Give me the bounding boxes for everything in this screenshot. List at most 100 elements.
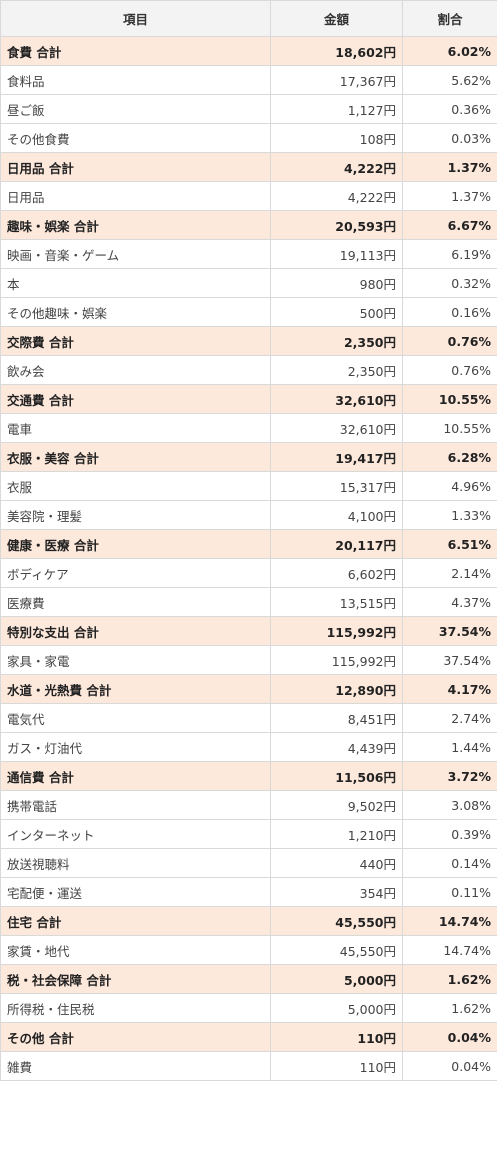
row-ratio: 5.62%	[402, 65, 497, 95]
row-ratio: 0.04%	[402, 1022, 497, 1052]
row-label: 美容院・理髪	[0, 500, 271, 530]
row-label: 昼ご飯	[0, 94, 271, 124]
category-total-row: その他 合計 110円 0.04%	[0, 1022, 497, 1052]
row-amount: 12,890円	[270, 674, 403, 704]
row-label: 雑費	[0, 1051, 271, 1081]
row-amount: 4,222円	[270, 152, 403, 182]
item-row: 日用品 4,222円 1.37%	[0, 181, 497, 211]
row-amount: 19,417円	[270, 442, 403, 472]
row-label: 交通費 合計	[0, 384, 271, 414]
row-label: 電車	[0, 413, 271, 443]
row-label: その他食費	[0, 123, 271, 153]
category-total-row: 特別な支出 合計 115,992円 37.54%	[0, 616, 497, 646]
row-label: 趣味・娯楽 合計	[0, 210, 271, 240]
item-row: インターネット 1,210円 0.39%	[0, 819, 497, 849]
row-ratio: 1.62%	[402, 964, 497, 994]
category-total-row: 交通費 合計 32,610円 10.55%	[0, 384, 497, 414]
row-amount: 20,117円	[270, 529, 403, 559]
row-label: 放送視聴料	[0, 848, 271, 878]
item-row: 映画・音楽・ゲーム 19,113円 6.19%	[0, 239, 497, 269]
item-row: 放送視聴料 440円 0.14%	[0, 848, 497, 878]
row-amount: 115,992円	[270, 616, 403, 646]
column-header-ratio: 割合	[402, 0, 497, 37]
row-ratio: 3.72%	[402, 761, 497, 791]
row-amount: 32,610円	[270, 413, 403, 443]
row-label: 映画・音楽・ゲーム	[0, 239, 271, 269]
row-ratio: 0.76%	[402, 355, 497, 385]
item-row: 電車 32,610円 10.55%	[0, 413, 497, 443]
column-header-amount: 金額	[270, 0, 403, 37]
row-ratio: 0.36%	[402, 94, 497, 124]
row-label: 携帯電話	[0, 790, 271, 820]
item-row: ボディケア 6,602円 2.14%	[0, 558, 497, 588]
row-label: その他 合計	[0, 1022, 271, 1052]
row-ratio: 3.08%	[402, 790, 497, 820]
row-ratio: 4.17%	[402, 674, 497, 704]
row-amount: 5,000円	[270, 964, 403, 994]
column-header-item: 項目	[0, 0, 271, 37]
item-row: 美容院・理髪 4,100円 1.33%	[0, 500, 497, 530]
item-row: 家賃・地代 45,550円 14.74%	[0, 935, 497, 965]
row-label: 食料品	[0, 65, 271, 95]
item-row: 宅配便・運送 354円 0.11%	[0, 877, 497, 907]
row-ratio: 0.03%	[402, 123, 497, 153]
row-ratio: 1.62%	[402, 993, 497, 1023]
row-amount: 20,593円	[270, 210, 403, 240]
row-amount: 1,210円	[270, 819, 403, 849]
row-amount: 110円	[270, 1022, 403, 1052]
row-ratio: 2.14%	[402, 558, 497, 588]
row-ratio: 37.54%	[402, 645, 497, 675]
category-total-row: 健康・医療 合計 20,117円 6.51%	[0, 529, 497, 559]
row-amount: 115,992円	[270, 645, 403, 675]
item-row: 医療費 13,515円 4.37%	[0, 587, 497, 617]
row-amount: 45,550円	[270, 935, 403, 965]
row-label: 健康・医療 合計	[0, 529, 271, 559]
table-header: 項目 金額 割合	[0, 0, 497, 37]
row-ratio: 2.74%	[402, 703, 497, 733]
row-amount: 354円	[270, 877, 403, 907]
row-amount: 4,222円	[270, 181, 403, 211]
category-total-row: 水道・光熱費 合計 12,890円 4.17%	[0, 674, 497, 704]
item-row: 電気代 8,451円 2.74%	[0, 703, 497, 733]
item-row: 雑費 110円 0.04%	[0, 1051, 497, 1081]
item-row: その他食費 108円 0.03%	[0, 123, 497, 153]
row-ratio: 10.55%	[402, 384, 497, 414]
category-total-row: 通信費 合計 11,506円 3.72%	[0, 761, 497, 791]
row-ratio: 4.96%	[402, 471, 497, 501]
row-ratio: 4.37%	[402, 587, 497, 617]
item-row: 飲み会 2,350円 0.76%	[0, 355, 497, 385]
row-label: 所得税・住民税	[0, 993, 271, 1023]
row-ratio: 0.11%	[402, 877, 497, 907]
item-row: 家具・家電 115,992円 37.54%	[0, 645, 497, 675]
header-row: 項目 金額 割合	[0, 0, 497, 37]
row-amount: 18,602円	[270, 36, 403, 66]
item-row: ガス・灯油代 4,439円 1.44%	[0, 732, 497, 762]
row-amount: 108円	[270, 123, 403, 153]
row-amount: 2,350円	[270, 326, 403, 356]
row-amount: 17,367円	[270, 65, 403, 95]
row-ratio: 0.32%	[402, 268, 497, 298]
item-row: 食料品 17,367円 5.62%	[0, 65, 497, 95]
row-label: 特別な支出 合計	[0, 616, 271, 646]
row-label: 日用品	[0, 181, 271, 211]
row-label: ボディケア	[0, 558, 271, 588]
row-ratio: 0.76%	[402, 326, 497, 356]
row-label: 電気代	[0, 703, 271, 733]
row-ratio: 10.55%	[402, 413, 497, 443]
row-label: 住宅 合計	[0, 906, 271, 936]
category-total-row: 住宅 合計 45,550円 14.74%	[0, 906, 497, 936]
expense-breakdown-table: 項目 金額 割合 食費 合計 18,602円 6.02% 食料品 17,367円 5.62…	[0, 0, 497, 1081]
row-amount: 2,350円	[270, 355, 403, 385]
row-ratio: 14.74%	[402, 906, 497, 936]
category-total-row: 食費 合計 18,602円 6.02%	[0, 36, 497, 66]
table-body: 食費 合計 18,602円 6.02% 食料品 17,367円 5.62% 昼ご飯 1,127…	[0, 36, 497, 1081]
row-label: その他趣味・娯楽	[0, 297, 271, 327]
row-amount: 500円	[270, 297, 403, 327]
row-amount: 1,127円	[270, 94, 403, 124]
category-total-row: 衣服・美容 合計 19,417円 6.28%	[0, 442, 497, 472]
row-ratio: 0.39%	[402, 819, 497, 849]
row-label: 飲み会	[0, 355, 271, 385]
row-amount: 15,317円	[270, 471, 403, 501]
category-total-row: 税・社会保障 合計 5,000円 1.62%	[0, 964, 497, 994]
item-row: 昼ご飯 1,127円 0.36%	[0, 94, 497, 124]
